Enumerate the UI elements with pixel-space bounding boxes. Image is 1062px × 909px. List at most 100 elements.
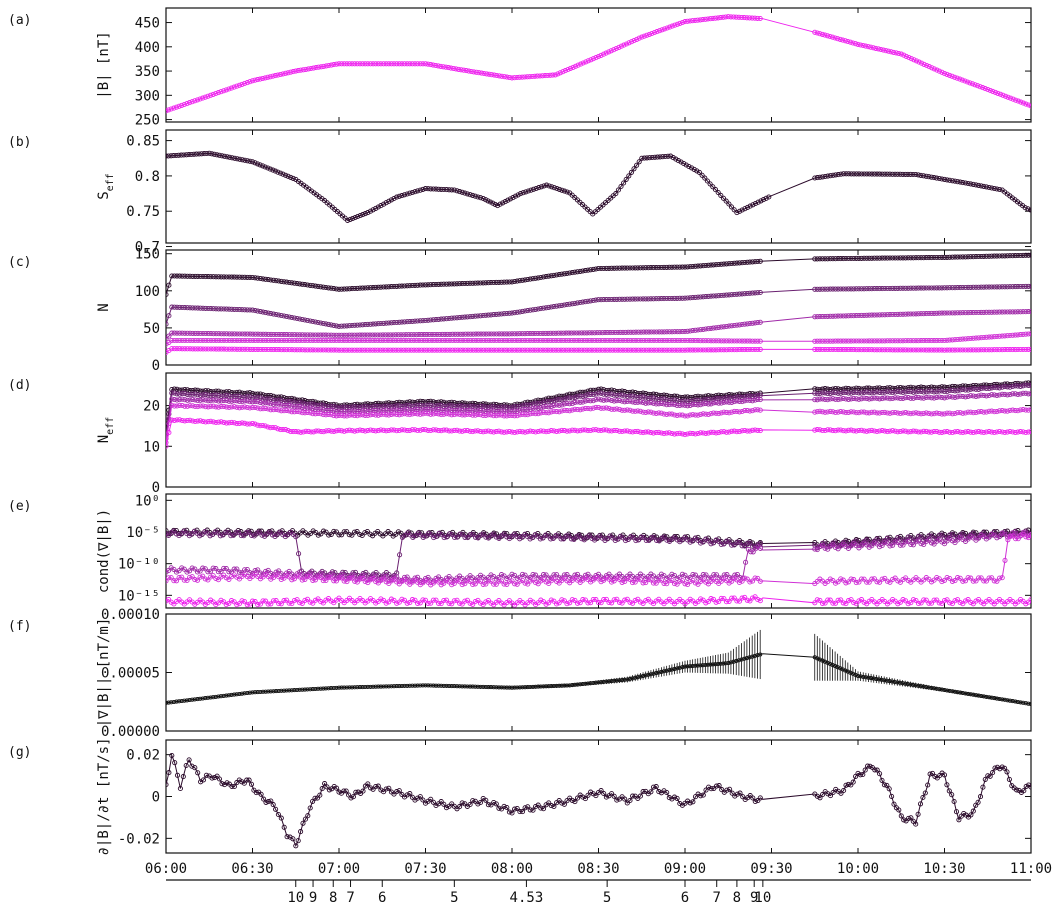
data-point — [297, 316, 303, 322]
data-point — [632, 399, 638, 406]
data-point — [674, 398, 680, 404]
data-point — [976, 335, 982, 341]
data-point — [339, 347, 345, 353]
data-point — [882, 255, 888, 261]
data-point — [1036, 211, 1040, 215]
data-point — [664, 25, 670, 31]
data-point — [360, 428, 366, 434]
data-point — [978, 347, 984, 353]
data-point — [703, 347, 709, 353]
data-point — [671, 431, 678, 437]
data-point — [874, 338, 880, 344]
data-point — [254, 530, 260, 536]
data-point — [1035, 543, 1039, 547]
data-point — [819, 346, 826, 353]
data-point — [939, 388, 945, 394]
data-point — [522, 412, 528, 418]
data-point — [755, 258, 761, 265]
data-point — [755, 338, 761, 344]
data-point — [926, 338, 932, 344]
data-point — [346, 347, 352, 353]
data-point — [388, 320, 394, 326]
data-point — [347, 216, 353, 222]
data-point — [892, 347, 898, 353]
data-point — [447, 331, 453, 337]
data-point — [231, 404, 237, 410]
data-point — [623, 176, 629, 182]
data-point — [611, 296, 617, 302]
data-point — [395, 337, 401, 344]
data-point — [669, 393, 675, 400]
data-point — [1028, 346, 1031, 352]
data-point — [290, 429, 296, 435]
data-point — [194, 97, 201, 103]
data-point — [297, 347, 303, 353]
data-point — [199, 151, 205, 157]
data-point — [457, 315, 463, 321]
data-point — [1020, 407, 1026, 413]
data-point — [692, 431, 698, 437]
data-point — [627, 296, 633, 302]
data-point — [594, 330, 600, 336]
data-point — [957, 179, 963, 185]
data-point — [534, 73, 540, 79]
data-point — [674, 575, 680, 581]
data-point — [728, 14, 734, 20]
data-point — [1013, 97, 1019, 103]
data-point — [344, 332, 350, 338]
data-point — [577, 407, 583, 413]
data-point — [871, 428, 877, 434]
data-point — [373, 412, 379, 418]
data-point — [1007, 332, 1013, 339]
data-point — [323, 321, 329, 327]
data-point — [845, 38, 851, 45]
data-point — [208, 418, 214, 424]
data-point — [1004, 429, 1010, 435]
data-point — [962, 180, 969, 186]
data-point — [574, 337, 580, 344]
data-point — [664, 537, 670, 543]
data-point — [265, 74, 271, 80]
data-point — [399, 411, 405, 417]
data-point — [650, 265, 657, 271]
data-point — [564, 572, 570, 578]
data-point — [992, 89, 998, 95]
data-point — [723, 261, 730, 267]
data-point — [999, 309, 1005, 315]
data-point — [468, 331, 474, 337]
data-point — [216, 337, 222, 344]
data-point — [640, 394, 646, 400]
y-tick-label: 50 — [143, 321, 160, 337]
data-point — [273, 406, 279, 412]
data-point — [567, 270, 573, 276]
data-point — [393, 337, 399, 344]
data-point — [835, 338, 841, 344]
data-point — [467, 411, 473, 418]
data-point — [960, 383, 966, 389]
data-point — [582, 398, 588, 404]
data-point — [375, 332, 381, 338]
data-point — [197, 305, 203, 311]
data-point — [396, 399, 402, 405]
data-point — [957, 76, 963, 82]
data-point — [184, 391, 190, 397]
data-point — [412, 410, 418, 417]
data-point — [395, 332, 401, 338]
data-point — [273, 337, 279, 344]
data-point — [190, 305, 196, 311]
data-point — [616, 406, 623, 412]
data-point — [832, 396, 839, 402]
data-point — [365, 428, 371, 434]
data-point — [640, 296, 646, 302]
data-point — [359, 332, 365, 338]
data-point — [204, 150, 210, 157]
data-point — [646, 337, 652, 344]
data-point — [220, 532, 226, 538]
data-point — [370, 207, 376, 213]
data-point — [493, 347, 500, 353]
data-point — [166, 313, 172, 319]
data-point — [246, 529, 252, 535]
data-point — [270, 277, 277, 283]
data-point — [568, 330, 574, 336]
data-point — [486, 71, 492, 77]
